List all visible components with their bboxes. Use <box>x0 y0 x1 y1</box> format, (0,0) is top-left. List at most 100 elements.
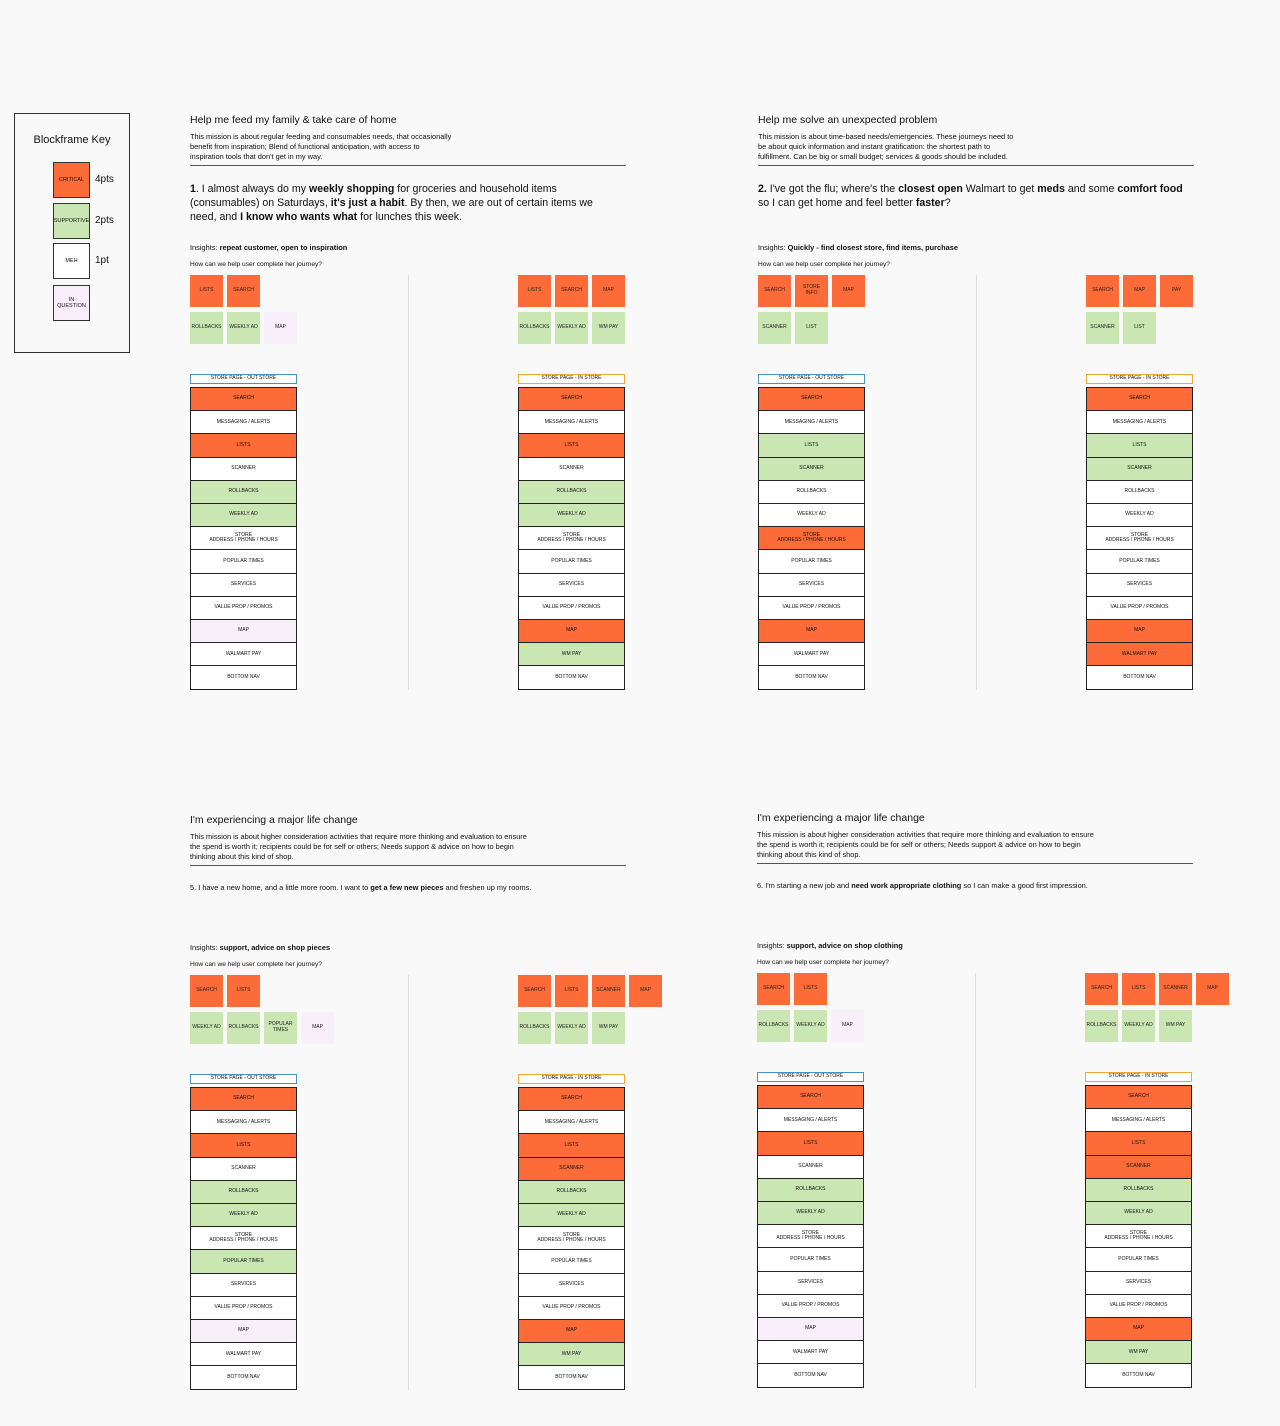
story-text: need work appropriate clothing <box>851 881 962 890</box>
chip: LISTS <box>518 275 551 307</box>
block: STORE ADDRESS / PHONE / HOURS <box>190 1226 297 1251</box>
story-text: 1 <box>190 183 196 195</box>
block: STORE ADDRESS / PHONE / HOURS <box>1085 1224 1192 1249</box>
mission-panel: Help me solve an unexpected problem This … <box>758 113 1194 690</box>
block: ROLLBACKS <box>1086 479 1193 504</box>
chip: SEARCH <box>1085 973 1118 1005</box>
chip: WM PAY <box>1159 1010 1192 1042</box>
key-title: Blockframe Key <box>33 134 111 146</box>
chip: WEEKLY AD <box>555 312 588 344</box>
chip: ROLLBACKS <box>518 1012 551 1044</box>
column-divider <box>408 275 409 690</box>
mission-description: This mission is about regular feeding an… <box>190 132 452 162</box>
story-text: . I almost always do my <box>195 183 309 195</box>
mission-panel: I'm experiencing a major life change This… <box>190 813 662 1390</box>
frame-label: STORE PAGE - IN STORE <box>518 374 625 384</box>
block: WALMART PAY <box>758 642 865 667</box>
block: WEEKLY AD <box>518 503 625 528</box>
block: MAP <box>1086 619 1193 644</box>
block: WEEKLY AD <box>190 1203 297 1228</box>
chip: STORE INFO <box>795 275 828 307</box>
insights-text: support, advice on shop clothing <box>786 941 903 950</box>
chip: PAY <box>1160 275 1193 307</box>
block: WEEKLY AD <box>1086 503 1193 528</box>
column-divider <box>408 975 409 1390</box>
frame-label: STORE PAGE - OUT STORE <box>758 374 865 384</box>
insights-text: support, advice on shop pieces <box>219 943 331 952</box>
block: LISTS <box>1086 433 1193 458</box>
frame-label: STORE PAGE - IN STORE <box>518 1074 625 1084</box>
block: ROLLBACKS <box>757 1177 864 1202</box>
block: BOTTOM NAV <box>757 1363 864 1388</box>
chip: ROLLBACKS <box>190 312 223 344</box>
block: SCANNER <box>757 1154 864 1179</box>
insights-text: Insights: <box>757 941 787 950</box>
chip: SEARCH <box>758 275 791 307</box>
story-text: and some <box>1064 183 1118 195</box>
block: MAP <box>518 619 625 644</box>
mission-title: Help me feed my family & take care of ho… <box>190 114 397 126</box>
block: SERVICES <box>190 572 297 597</box>
chip: WM PAY <box>592 312 625 344</box>
key-points: 2pts <box>95 215 114 226</box>
frame-label: STORE PAGE - OUT STORE <box>757 1072 864 1082</box>
block: POPULAR TIMES <box>518 1249 625 1274</box>
block: SCANNER <box>190 456 297 481</box>
block: VALUE PROP / PROMOS <box>518 1295 625 1320</box>
chip: MAP <box>629 975 662 1007</box>
block: WM PAY <box>518 1342 625 1367</box>
story-text: for groceries and household items (consu… <box>190 183 557 209</box>
insights-text: Insights: <box>190 943 220 952</box>
block: SEARCH <box>190 387 297 412</box>
chip: MAP <box>1123 275 1156 307</box>
chip: SEARCH <box>227 275 260 307</box>
chip: SCANNER <box>758 312 791 344</box>
block: STORE ADDRESS / PHONE / HOURS <box>518 1226 625 1251</box>
chip: SEARCH <box>190 975 223 1007</box>
insights: Insights: Quickly - find closest store, … <box>758 243 958 252</box>
story-text: and freshen up my rooms. <box>443 883 532 892</box>
block: VALUE PROP / PROMOS <box>758 595 865 620</box>
block: POPULAR TIMES <box>1086 549 1193 574</box>
story-text: it's just a habit <box>330 197 405 209</box>
mission-title: I'm experiencing a major life change <box>190 814 358 826</box>
block: LISTS <box>190 433 297 458</box>
block: MESSAGING / ALERTS <box>190 1110 297 1135</box>
block: SEARCH <box>1086 387 1193 412</box>
column-divider <box>975 973 976 1388</box>
block: BOTTOM NAV <box>190 1365 297 1390</box>
story-text: I know who wants what <box>240 211 358 223</box>
block: STORE ADDRESS / PHONE / HOURS <box>190 526 297 551</box>
frame-label: STORE PAGE - OUT STORE <box>190 1074 297 1084</box>
block: MESSAGING / ALERTS <box>758 410 865 435</box>
block: BOTTOM NAV <box>190 665 297 690</box>
chip: POPULAR TIMES <box>264 1012 297 1044</box>
block: LISTS <box>1085 1131 1192 1156</box>
block: WM PAY <box>1085 1340 1192 1365</box>
block: WALMART PAY <box>1086 642 1193 667</box>
mission-description: This mission is about higher considerati… <box>190 832 527 862</box>
divider-rule <box>757 863 1193 864</box>
prompt: How can we help user complete her journe… <box>757 959 889 966</box>
block: VALUE PROP / PROMOS <box>1086 595 1193 620</box>
mission-story: 6. I'm starting a new job and need work … <box>757 881 1193 891</box>
block: SERVICES <box>518 572 625 597</box>
block: STORE ADDRESS / PHONE / HOURS <box>757 1224 864 1249</box>
divider-rule <box>758 165 1194 166</box>
block: SCANNER <box>518 1156 625 1181</box>
block: MESSAGING / ALERTS <box>518 410 625 435</box>
chip: LISTS <box>555 975 588 1007</box>
insights: Insights: support, advice on shop clothi… <box>757 941 903 950</box>
block: ROLLBACKS <box>518 479 625 504</box>
block: LISTS <box>758 433 865 458</box>
block: SEARCH <box>190 1087 297 1112</box>
block: BOTTOM NAV <box>758 665 865 690</box>
chip: WM PAY <box>592 1012 625 1044</box>
mission-title: Help me solve an unexpected problem <box>758 114 938 126</box>
chip: MAP <box>1196 973 1229 1005</box>
story-text: . By then, we are out of certain items w… <box>190 197 593 223</box>
insights-text: repeat customer, open to inspiration <box>219 243 348 252</box>
mission-description: This mission is about time-based needs/e… <box>758 132 1014 162</box>
block: STORE ADDRESS / PHONE / HOURS <box>1086 526 1193 551</box>
frame-label: STORE PAGE - IN STORE <box>1086 374 1193 384</box>
